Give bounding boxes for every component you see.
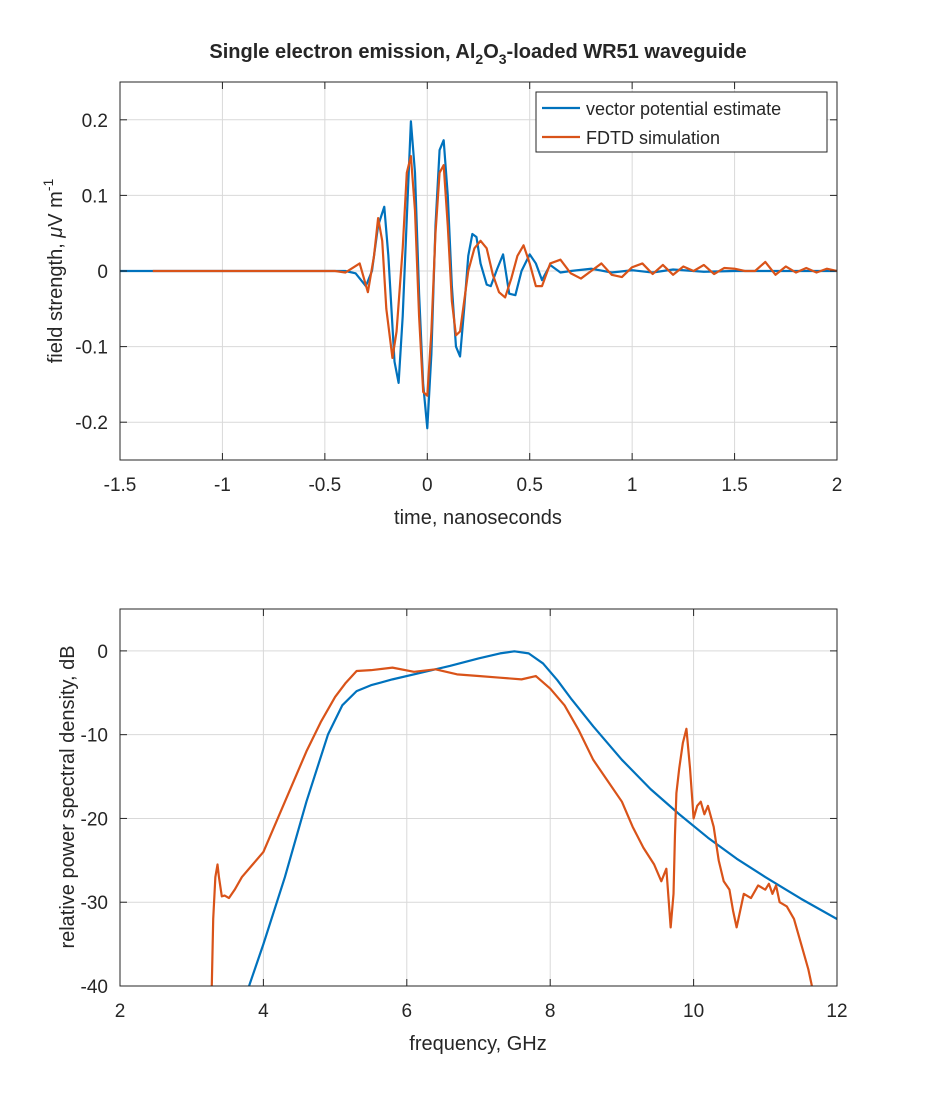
- frequency-xtick-label: 4: [258, 1001, 269, 1022]
- legend-label-vector-potential: vector potential estimate: [586, 99, 781, 119]
- frequency-ytick-label: -30: [81, 893, 108, 914]
- time-xlabel: time, nanoseconds: [394, 507, 562, 529]
- frequency-tick-marks: [119, 609, 838, 987]
- frequency-plot-area: [120, 609, 837, 986]
- time-ylabel: field strength, μV m-1: [40, 178, 67, 363]
- frequency-xlabel: frequency, GHz: [409, 1033, 546, 1055]
- frequency-ylabel: relative power spectral density, dB: [57, 645, 79, 948]
- frequency-series-lines: [210, 650, 837, 986]
- time-xtick-label: 0: [422, 475, 433, 496]
- frequency-ytick-label: -40: [81, 977, 108, 998]
- frequency-ytick-label: -10: [81, 726, 108, 747]
- time-ytick-label: -0.1: [75, 338, 108, 359]
- time-tick-marks: [119, 82, 838, 460]
- frequency-xtick-label: 10: [683, 1001, 704, 1022]
- time-ytick-label: 0.1: [82, 186, 108, 207]
- time-xtick-label: -1.5: [104, 475, 137, 496]
- frequency-xtick-label: 6: [402, 1001, 413, 1022]
- frequency-ytick-labels: -40 -30 -20 -10 0: [81, 642, 108, 998]
- time-ytick-label: -0.2: [75, 413, 108, 434]
- frequency-axes-frame: [119, 608, 838, 987]
- time-xtick-labels: -1.5 -1 -0.5 0 0.5 1 1.5 2: [104, 475, 843, 496]
- time-xtick-label: 2: [832, 475, 843, 496]
- legend-label-fdtd: FDTD simulation: [586, 128, 720, 148]
- time-ytick-label: 0: [97, 262, 108, 283]
- time-domain-axes: -1.5 -1 -0.5 0 0.5 1 1.5 2 -0.2 -0.1 0 0.1 0.2 time…: [40, 81, 843, 529]
- frequency-ytick-label: -20: [81, 809, 108, 830]
- frequency-xtick-label: 2: [115, 1001, 126, 1022]
- frequency-xtick-labels: 2 4 6 8 10 12: [115, 1001, 848, 1022]
- frequency-domain-axes: 2 4 6 8 10 12 -40 -30 -20 -10 0 frequency, GHz re…: [57, 608, 848, 1055]
- time-xtick-label: 1.5: [721, 475, 747, 496]
- frequency-ytick-label: 0: [97, 642, 108, 663]
- time-ytick-label: 0.2: [82, 111, 108, 132]
- frequency-xtick-label: 12: [826, 1001, 847, 1022]
- time-series-lines: [120, 120, 837, 430]
- time-xtick-label: 1: [627, 475, 638, 496]
- frequency-series-vector-potential-estimate: [248, 650, 837, 986]
- time-xtick-label: 0.5: [517, 475, 543, 496]
- time-xtick-label: -0.5: [308, 475, 341, 496]
- time-series-fdtd-simulation: [152, 154, 837, 397]
- figure-title: Single electron emission, Al2O3-loaded W…: [209, 41, 746, 67]
- legend: vector potential estimate FDTD simulatio…: [535, 91, 828, 153]
- time-ytick-labels: -0.2 -0.1 0 0.1 0.2: [75, 111, 108, 434]
- time-xtick-label: -1: [214, 475, 231, 496]
- frequency-xtick-label: 8: [545, 1001, 556, 1022]
- frequency-series-fdtd-simulation: [210, 666, 813, 986]
- legend-box: [535, 91, 828, 153]
